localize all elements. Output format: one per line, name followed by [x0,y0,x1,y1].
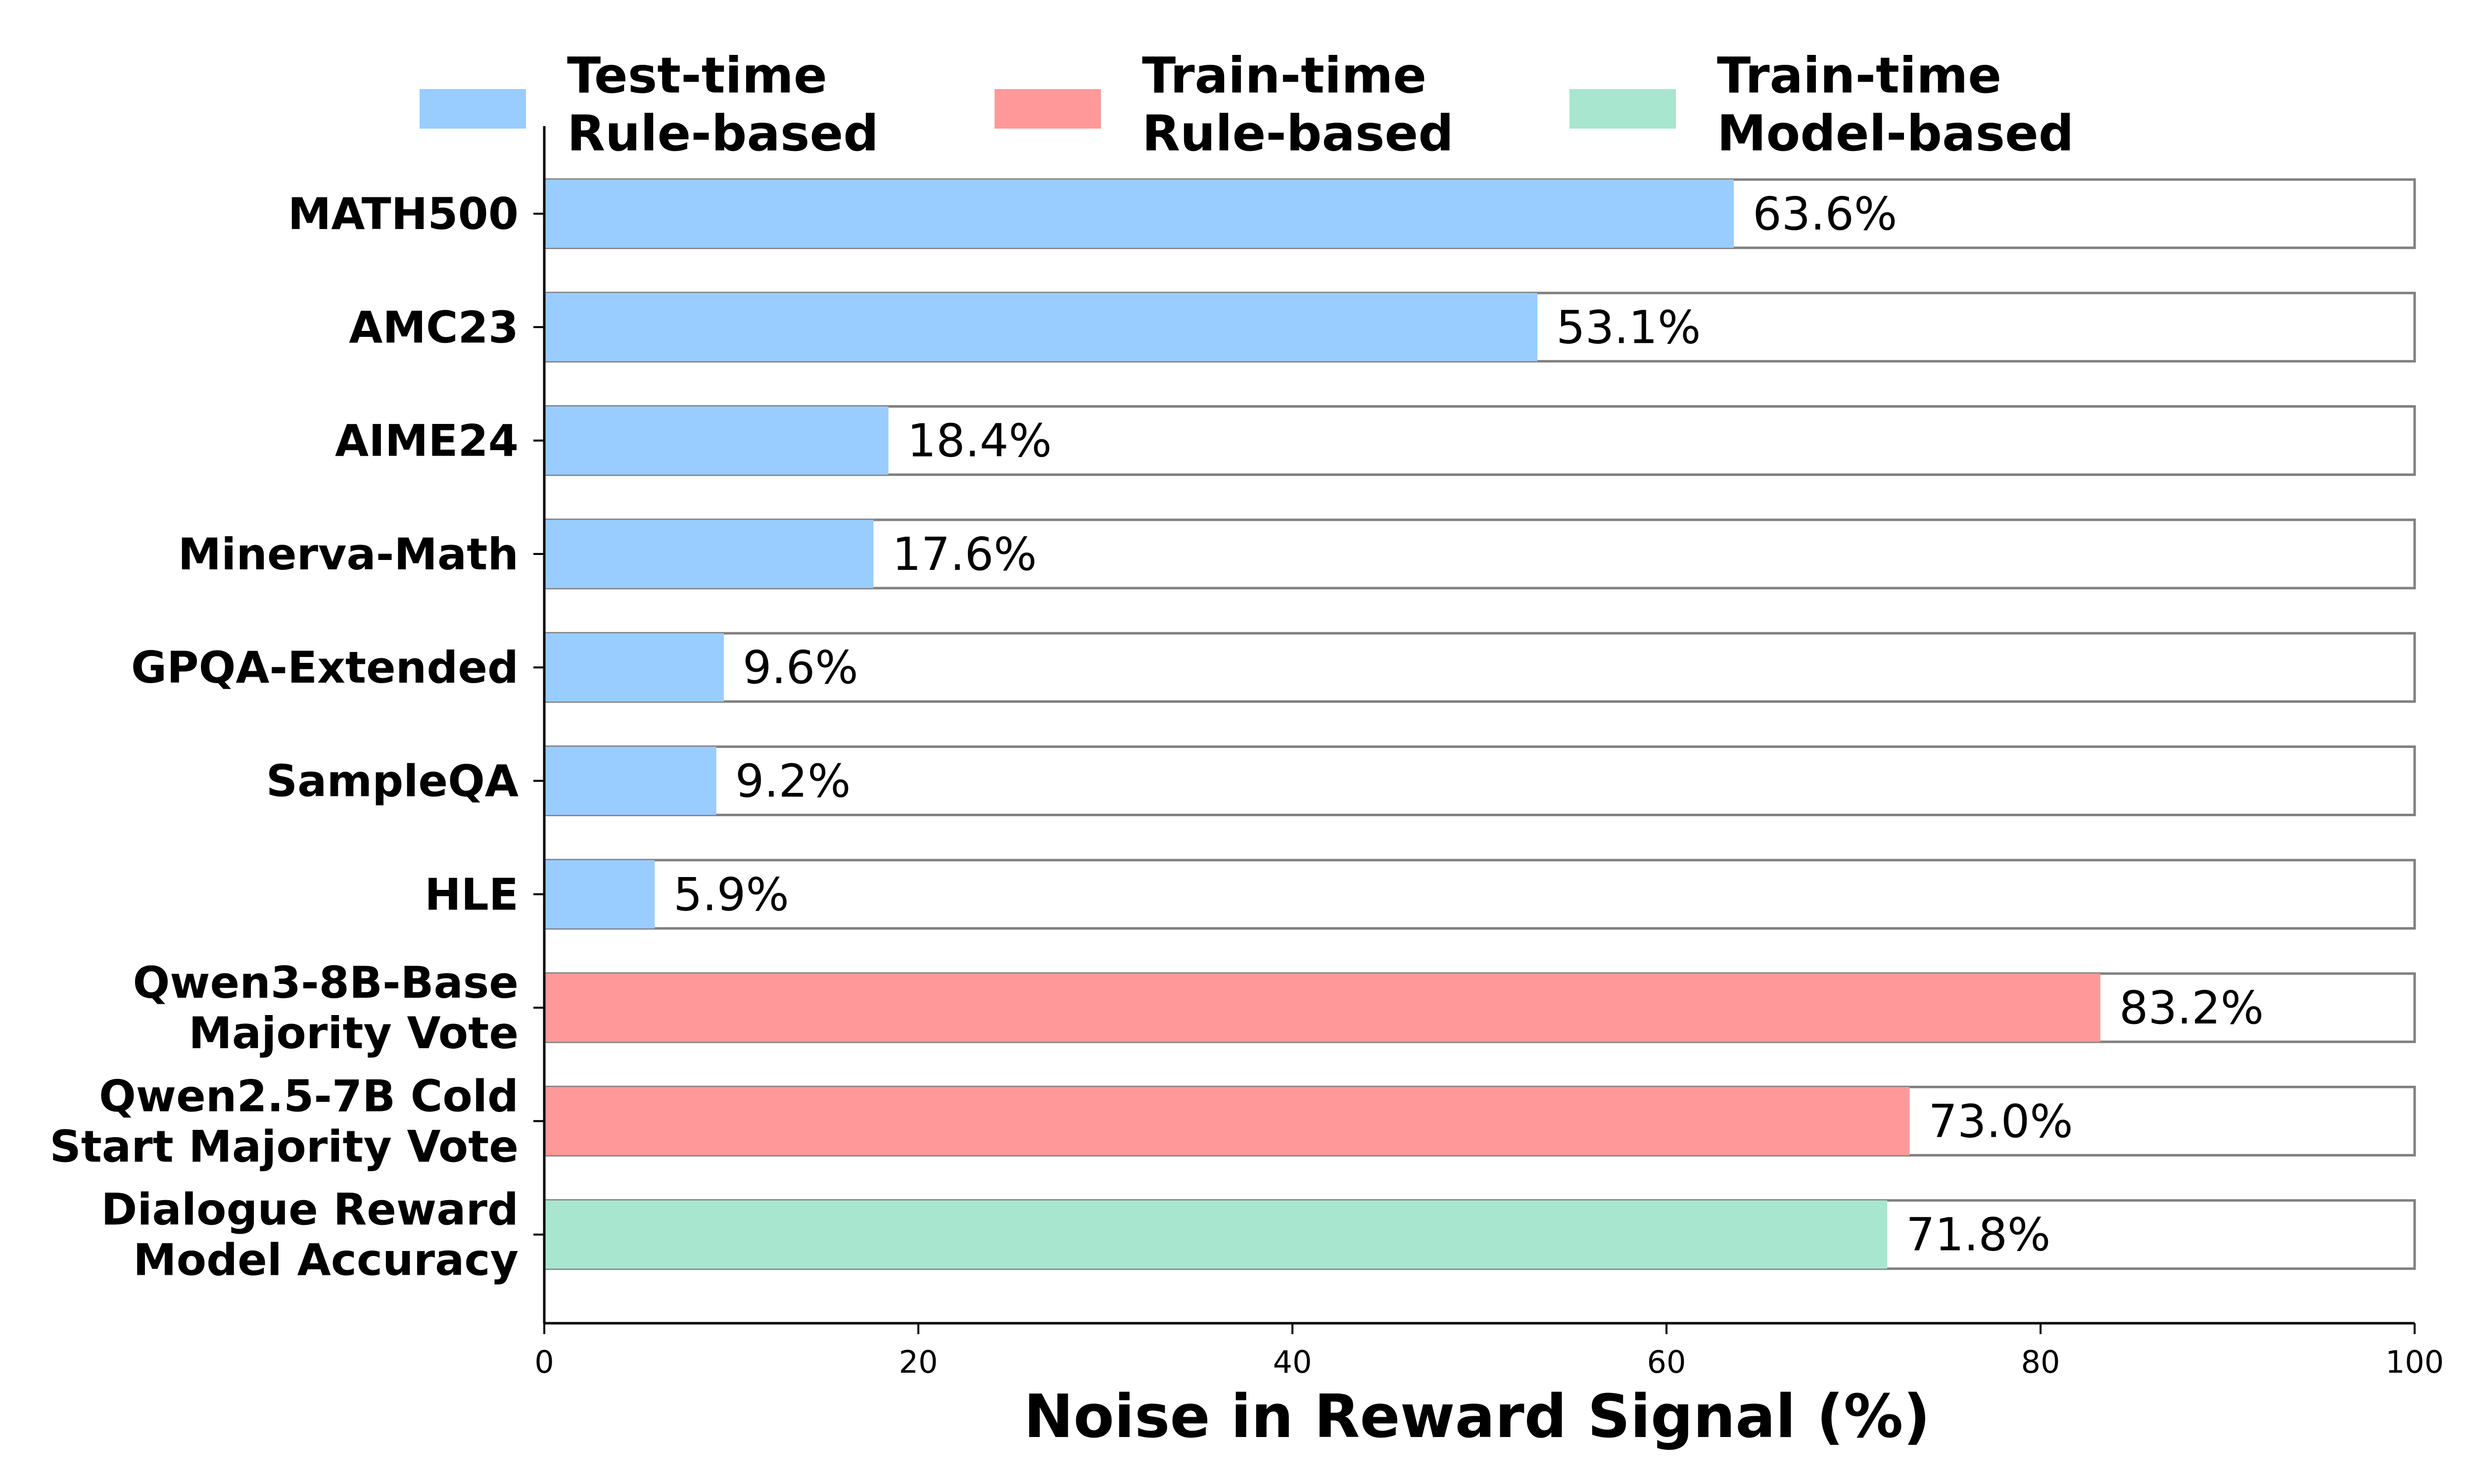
legend-swatch [995,89,1101,129]
bar [544,406,889,475]
bar [544,860,655,928]
value-label: 5.9% [673,868,789,921]
category-label: Qwen3-8B-Base [133,957,519,1008]
bar [544,519,874,588]
legend-label: Train-time [1142,46,1427,104]
bars [544,180,2100,1269]
value-label: 9.2% [735,755,851,808]
x-axis: 0 20 40 60 80 100 [534,1322,2444,1380]
x-tick-label: 0 [534,1344,554,1380]
x-tick-label: 20 [899,1344,938,1380]
x-tick-label: 40 [1273,1344,1312,1380]
category-label: MATH500 [288,188,519,239]
value-label: 71.8% [1906,1208,2050,1261]
legend-swatch [1570,89,1676,129]
category-label: SampleQA [266,756,519,807]
category-label: Majority Vote [189,1008,519,1059]
legend-label: Rule-based [1142,104,1454,162]
category-label: Start Majority Vote [49,1121,519,1172]
bar [544,1200,1888,1269]
bar [544,180,1734,248]
x-axis-title: Noise in Reward Signal (%) [1024,1383,1930,1451]
category-label: Model Accuracy [133,1235,519,1286]
value-label: 73.0% [1928,1095,2073,1148]
category-label: Minerva-Math [178,529,519,580]
category-label: HLE [425,869,519,920]
bar [544,1087,1910,1156]
value-label: 18.4% [907,415,1052,467]
y-axis: MATH500 AMC23 AIME24 Minerva-Math GPQA-Exten… [49,126,546,1323]
value-label: 63.6% [1753,187,1897,240]
bar [544,974,2100,1042]
value-label: 17.6% [892,528,1037,581]
legend-label: Test-time [567,46,827,104]
category-label: AIME24 [335,416,519,466]
category-label: Qwen2.5-7B Cold [99,1070,519,1121]
legend-swatch [420,89,526,129]
category-label: GPQA-Extended [131,642,519,693]
legend-label: Model-based [1717,104,2074,162]
value-label: 83.2% [2119,981,2264,1034]
x-tick-label: 60 [1647,1344,1686,1380]
value-label: 53.1% [1556,301,1701,354]
legend-label: Train-time [1717,46,2001,104]
background-bar [543,632,2416,703]
legend-label: Rule-based [567,104,879,162]
background-bar [543,859,2416,930]
bar [544,293,1538,362]
bar [544,633,724,702]
bar [544,746,716,815]
category-label: Dialogue Reward [101,1184,519,1235]
value-label: 9.6% [743,641,858,694]
x-tick-label: 80 [2021,1344,2060,1380]
legend: Test-timeRule-basedTrain-timeRule-basedT… [420,46,2074,162]
category-label: AMC23 [349,302,519,353]
x-tick-label: 100 [2385,1344,2444,1380]
value-labels: 63.6% 53.1% 18.4% 17.6% 9.6% 9.2% 5.9% 83.2% 73.… [673,187,2264,1261]
